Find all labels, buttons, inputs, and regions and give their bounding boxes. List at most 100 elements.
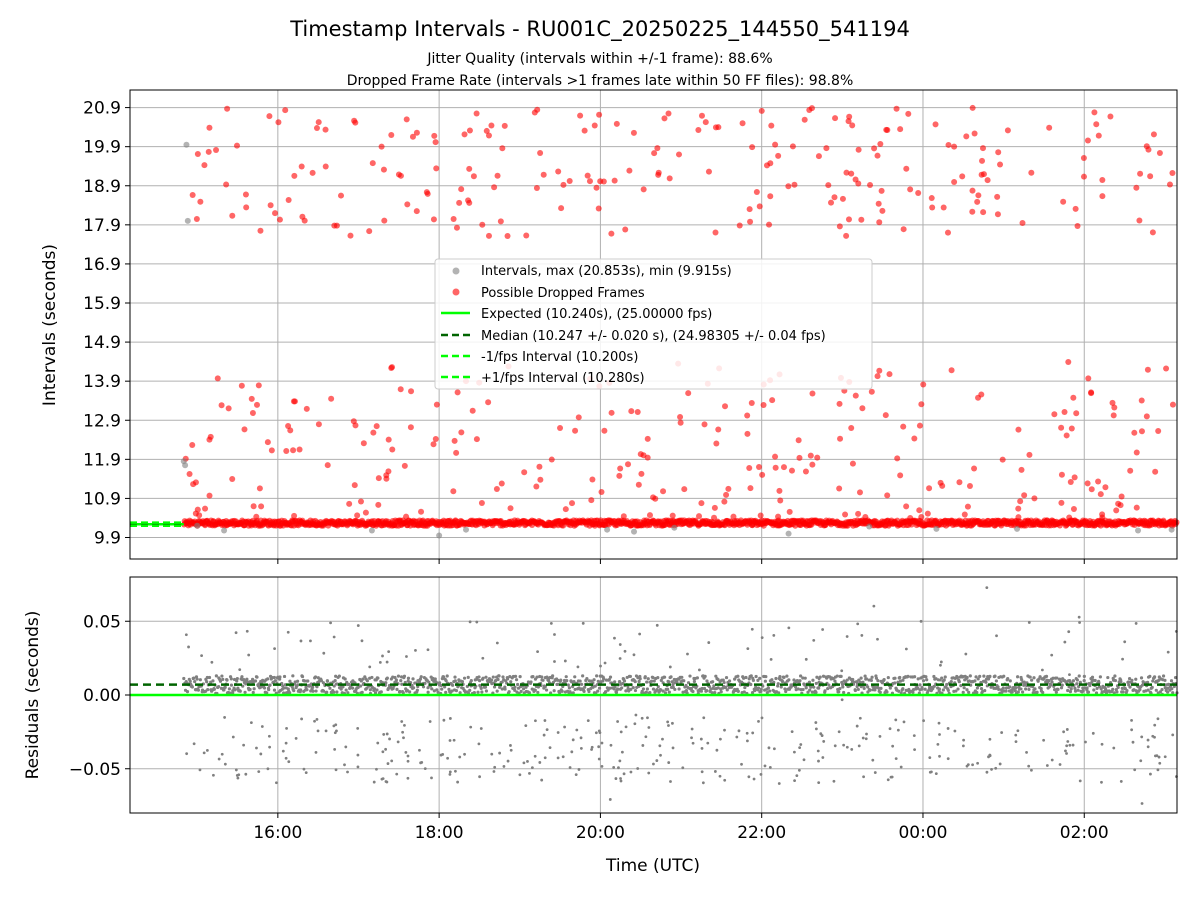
residual-point [410, 683, 414, 688]
dropped-frame-point [287, 427, 294, 434]
residual-point [247, 653, 251, 657]
residual-point [798, 746, 802, 749]
residual-point [405, 655, 408, 658]
dropped-frame-point [685, 390, 692, 397]
residual-point [985, 770, 989, 774]
residual-point [988, 753, 992, 757]
residual-point [406, 679, 410, 683]
residual-point [823, 689, 827, 693]
residual-point [723, 778, 727, 782]
residual-point [423, 767, 427, 771]
x-tick-label: 22:00 [737, 823, 786, 843]
dropped-frame-point [423, 189, 430, 196]
residual-point [622, 679, 627, 683]
dropped-frame-point [557, 424, 564, 431]
residual-point [265, 691, 269, 695]
dropped-frame-point [1095, 132, 1102, 139]
chart-subtitle-dropped: Dropped Frame Rate (intervals >1 frames … [347, 73, 854, 89]
residual-point [184, 633, 188, 637]
dropped-frame-point [788, 467, 795, 474]
residual-point [1138, 688, 1142, 692]
dropped-frame-point [268, 447, 275, 454]
dropped-frame-point [767, 160, 774, 167]
residual-point [949, 680, 953, 684]
intervals-x-ticks [277, 559, 1085, 564]
dropped-frame-point [296, 446, 303, 453]
residual-point [634, 713, 638, 717]
residual-point [1073, 689, 1078, 693]
residual-point [616, 720, 620, 723]
residual-point [491, 675, 495, 679]
dropped-frame-point [845, 216, 852, 223]
dropped-frame-point [266, 113, 273, 120]
residual-point [645, 680, 649, 684]
dropped-frame-point [701, 421, 708, 428]
dropped-frame-point [780, 464, 787, 471]
dropped-frame-point [466, 165, 473, 172]
residual-point [335, 729, 338, 733]
residual-point [795, 774, 799, 778]
residual-point [1100, 742, 1104, 746]
residual-point [585, 677, 589, 681]
dropped-frame-point [884, 492, 891, 499]
residual-point [964, 652, 968, 656]
residual-point [593, 684, 597, 688]
residual-point [608, 686, 612, 690]
residual-point [267, 688, 271, 692]
residual-point [876, 637, 879, 641]
dropped-frame-point [1117, 502, 1124, 509]
residual-point [677, 687, 681, 691]
residual-point [1025, 750, 1028, 754]
dropped-frame-point [249, 410, 256, 417]
residual-point [1069, 687, 1073, 691]
residual-point [385, 676, 389, 680]
residual-point [684, 683, 688, 688]
residual-point [757, 719, 760, 723]
dropped-frame-point [1018, 466, 1025, 473]
residual-point [299, 639, 303, 643]
residual-point [524, 724, 528, 728]
dropped-frame-point [1046, 124, 1053, 131]
residual-point [570, 750, 574, 754]
dropped-frame-point [1163, 365, 1170, 372]
residual-point [528, 771, 531, 775]
residual-point [402, 674, 407, 678]
residual-point [723, 728, 726, 732]
dropped-frame-point [531, 109, 538, 116]
dropped-frame-point [205, 148, 212, 155]
residual-point [234, 631, 238, 635]
residual-point [842, 743, 846, 747]
residual-point [579, 736, 583, 740]
residual-point [249, 721, 253, 724]
residual-point [772, 633, 776, 637]
dropped-frame-point [815, 153, 822, 160]
residual-point [1059, 680, 1063, 684]
residuals-panel: −0.05 0.00 0.05 16:00 18:00 20:00 22:00 00:00 0… [23, 576, 1179, 876]
residual-point [1139, 759, 1143, 763]
residual-point [620, 750, 624, 754]
dropped-frame-point [920, 381, 927, 388]
residual-point [278, 675, 282, 679]
dropped-frame-point [1099, 511, 1106, 518]
residual-point [415, 688, 419, 692]
dropped-frame-point [241, 426, 248, 433]
residual-point [388, 737, 391, 741]
residual-point [833, 744, 837, 748]
dropped-frame-point [213, 146, 220, 153]
dropped-frame-point [282, 107, 289, 114]
residual-point [764, 674, 768, 679]
residual-point [581, 674, 585, 678]
residual-point [837, 730, 841, 734]
residual-point [879, 686, 883, 691]
residual-point [538, 761, 542, 764]
dropped-frame-point [651, 150, 658, 157]
residual-point [1045, 764, 1049, 767]
residuals-y-tick-label: 0.05 [83, 612, 121, 632]
residual-point [975, 690, 979, 695]
dropped-frame-point [852, 392, 859, 399]
residual-point [924, 675, 928, 679]
residual-point [827, 683, 831, 687]
residual-point [375, 688, 379, 692]
residual-point [897, 689, 901, 693]
residual-point [575, 728, 579, 732]
